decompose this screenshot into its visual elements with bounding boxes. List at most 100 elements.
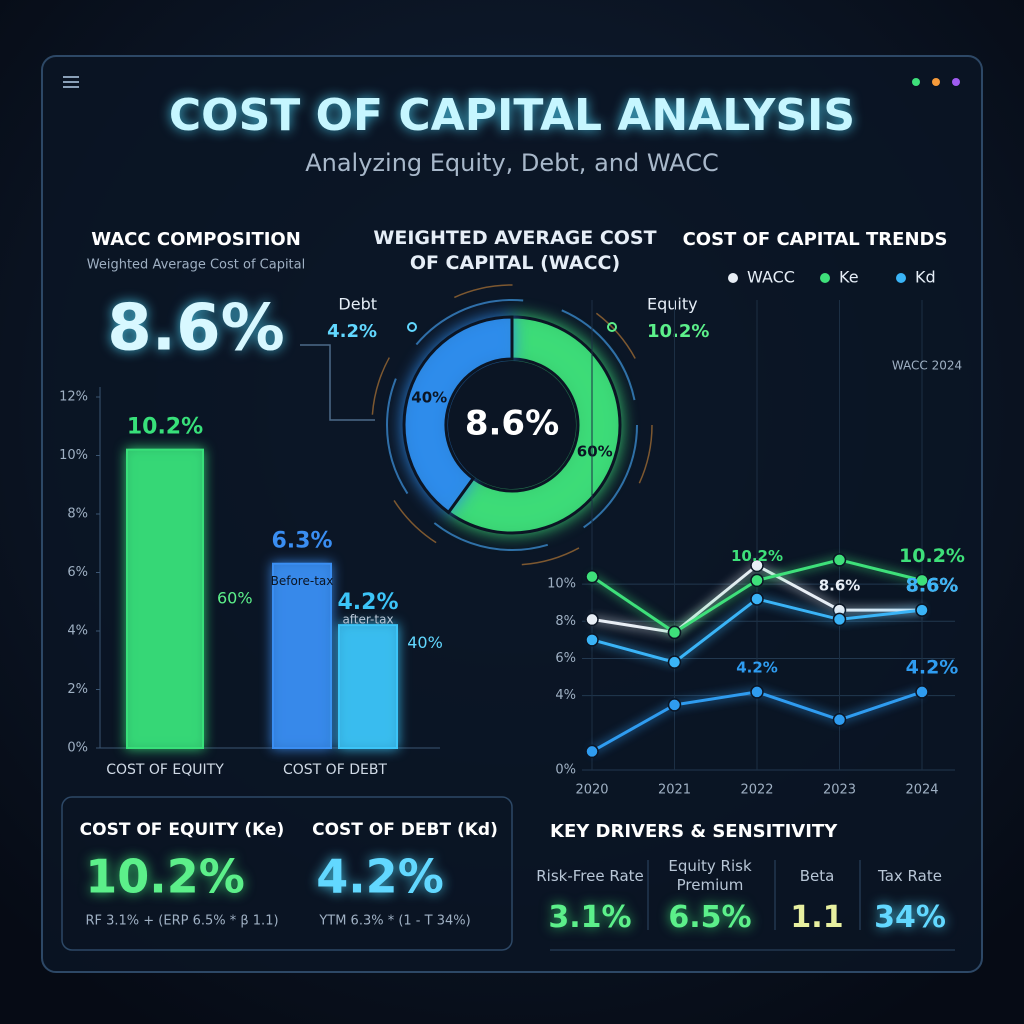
line-point <box>667 655 682 669</box>
driver-label: Tax Rate <box>878 866 942 885</box>
annotation: WACC 2024 <box>892 359 962 373</box>
value-label: 8.6% <box>819 577 861 595</box>
section-title: KEY DRIVERS & SENSITIVITY <box>550 821 838 842</box>
menu-icon[interactable] <box>63 76 79 88</box>
y-tick-label: 2% <box>67 682 88 697</box>
weight-label: 40% <box>407 633 443 652</box>
driver-label: Beta <box>799 866 835 885</box>
series-label: Before-tax <box>271 574 334 588</box>
driver: Equity Risk Premium 6.5% <box>655 856 765 935</box>
x-tick-label: COST OF DEBT <box>283 762 387 778</box>
y-tick-label: 4% <box>67 624 88 639</box>
chart-title: WEIGHTED AVERAGE COST OF CAPITAL (WACC) <box>373 227 657 274</box>
value-label: 4.2% <box>337 590 398 615</box>
value-label: 10.2% <box>127 415 203 440</box>
section-subtitle: Weighted Average Cost of Capital <box>87 258 305 273</box>
callout-dot <box>407 322 417 332</box>
line-point <box>750 558 764 573</box>
line-point <box>915 573 929 588</box>
line-point <box>915 603 929 617</box>
page-title: COST OF CAPITAL ANALYSIS <box>169 90 855 141</box>
donut-slice <box>446 315 622 535</box>
bar <box>126 448 204 749</box>
line-point <box>585 569 599 584</box>
chart-title: COST OF CAPITAL TRENDS <box>683 229 948 250</box>
card-box <box>61 796 513 951</box>
y-tick-label: 4% <box>555 688 576 703</box>
x-tick-label: 2020 <box>575 783 608 798</box>
kpi-value: 8.6% <box>107 292 285 366</box>
slice-label: 60% <box>577 442 613 460</box>
slice-label: 40% <box>411 389 447 407</box>
window-dot <box>912 78 920 86</box>
callout-value: 4.2% <box>327 321 377 342</box>
ring-decoration <box>371 284 653 566</box>
ring-decoration <box>386 299 638 551</box>
line-point <box>667 625 682 640</box>
y-tick-label: 10% <box>59 448 88 463</box>
window-dot <box>952 78 960 86</box>
value-label: 10.2% <box>899 545 965 567</box>
page-subtitle: Analyzing Equity, Debt, and WACC <box>305 149 719 177</box>
window-dot <box>932 78 940 86</box>
legend-swatch <box>896 273 906 283</box>
line-point <box>750 685 764 699</box>
value-label: 8.6% <box>906 575 959 597</box>
card-title: COST OF DEBT (Kd) <box>312 820 498 840</box>
driver-label: Risk-Free Rate <box>536 866 644 885</box>
card-value: 4.2% <box>316 850 444 904</box>
donut-hole <box>448 361 576 489</box>
donut-center-label: 8.6% <box>465 404 559 444</box>
x-tick-label: 2023 <box>823 783 856 798</box>
driver-label: Equity Risk Premium <box>668 857 752 894</box>
value-label: 4.2% <box>736 658 778 676</box>
y-tick-label: 6% <box>67 565 88 580</box>
y-tick-label: 6% <box>555 651 576 666</box>
driver-value: 34% <box>874 900 946 935</box>
legend-label: Kd <box>915 268 936 287</box>
x-tick-label: 2021 <box>658 783 691 798</box>
callout-value: 10.2% <box>647 321 709 342</box>
line-point <box>585 633 599 647</box>
line-point <box>750 573 764 588</box>
line-point <box>832 713 847 727</box>
y-tick-label: 8% <box>67 507 88 522</box>
callout-dot <box>607 322 617 332</box>
legend-swatch <box>820 273 830 283</box>
x-tick-label: 2024 <box>905 783 938 798</box>
section-title: WACC COMPOSITION <box>91 229 301 250</box>
value-label: 10.2% <box>731 547 783 565</box>
driver: Tax Rate 34% <box>855 856 965 936</box>
driver-value: 6.5% <box>668 900 752 935</box>
line-point <box>585 612 599 627</box>
x-tick-label: 2022 <box>740 783 773 798</box>
weight-label: 60% <box>217 588 253 607</box>
card-formula: RF 3.1% + (ERP 6.5% * β 1.1) <box>85 914 278 929</box>
y-tick-label: 8% <box>555 614 576 629</box>
card-title: COST OF EQUITY (Ke) <box>80 820 285 840</box>
connector <box>300 344 375 421</box>
bar <box>272 562 332 749</box>
y-tick-label: 10% <box>547 577 576 592</box>
y-tick-label: 12% <box>59 390 88 405</box>
legend-swatch <box>728 273 738 283</box>
driver-value: 1.1 <box>790 900 844 935</box>
line-point <box>832 612 847 627</box>
series-label: after-tax <box>342 613 393 627</box>
legend-label: Ke <box>839 268 859 287</box>
line-point <box>585 744 599 759</box>
line-point <box>832 553 847 567</box>
y-tick-label: 0% <box>67 741 88 756</box>
y-tick-label: 0% <box>555 763 576 778</box>
donut-slice <box>402 315 514 515</box>
x-tick-label: COST OF EQUITY <box>106 762 224 778</box>
line-point <box>750 592 764 606</box>
value-label: 4.2% <box>906 656 959 678</box>
card-value: 10.2% <box>85 850 245 904</box>
callout-name: Equity <box>647 295 698 314</box>
callout-name: Debt <box>338 295 377 314</box>
bar <box>338 624 398 750</box>
